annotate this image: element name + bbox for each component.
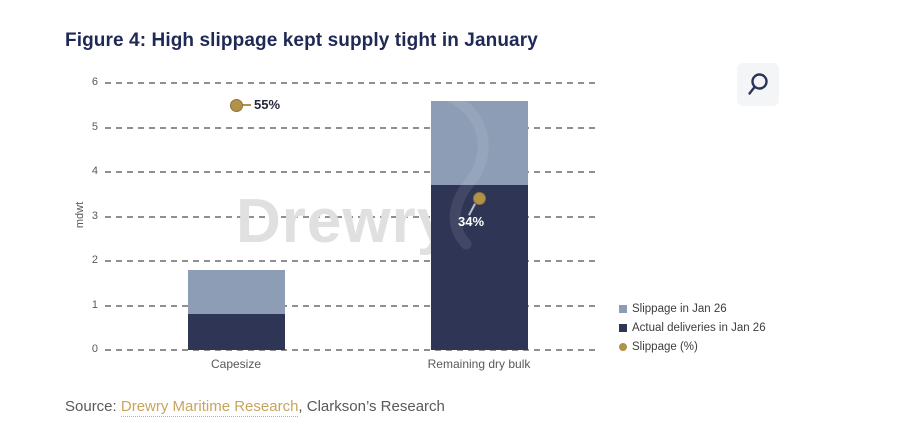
y-tick-label: 5 [91, 120, 98, 133]
drewry-watermark: Drewry [236, 187, 453, 256]
y-tick-label: 3 [91, 209, 98, 222]
x-category-label: Capesize [210, 357, 262, 371]
chart-legend: Slippage in Jan 26 Actual deliveries in J… [619, 303, 766, 360]
bar-segment-slippage [430, 100, 528, 186]
gridline [105, 260, 595, 262]
source-suffix: , Clarkson’s Research [298, 398, 445, 415]
legend-square-marker-icon [619, 324, 627, 332]
bar-segment-slippage [187, 269, 285, 315]
source-link-drewry[interactable]: Drewry Maritime Research [120, 398, 299, 417]
magnifier-icon [746, 72, 770, 98]
gridline [105, 171, 595, 173]
bar-segment-actual-deliveries [430, 185, 528, 350]
legend-item: Actual deliveries in Jan 26 [619, 322, 766, 334]
legend-item: Slippage in Jan 26 [619, 303, 766, 315]
legend-label: Actual deliveries in Jan 26 [632, 322, 766, 334]
legend-item: Slippage (%) [619, 341, 766, 353]
point-label: 55% [254, 97, 281, 113]
point-label: 34% [457, 213, 485, 229]
gridline [105, 126, 595, 129]
slippage-point [229, 98, 243, 112]
figure-title: Figure 4: High slippage kept supply tigh… [65, 30, 538, 51]
y-tick-label: 6 [91, 76, 98, 88]
legend-label: Slippage (%) [632, 341, 698, 353]
x-category-label: Remaining dry bulk [427, 357, 531, 371]
gridline [105, 215, 595, 218]
legend-square-marker-icon [619, 305, 627, 313]
gridline [105, 349, 595, 351]
source-prefix: Source: [65, 398, 121, 415]
bar-segment-actual-deliveries [187, 314, 285, 350]
gridline [105, 304, 595, 307]
source-line: Source: Drewry Maritime Research, Clarks… [65, 398, 445, 417]
y-tick-label: 1 [91, 298, 98, 311]
y-tick-label: 4 [91, 165, 98, 177]
gridline [105, 82, 595, 84]
y-tick-label: 2 [91, 254, 98, 266]
legend-label: Slippage in Jan 26 [632, 303, 727, 315]
slippage-point [472, 192, 486, 206]
zoom-button[interactable] [737, 63, 779, 106]
y-tick-label: 0 [91, 343, 98, 355]
legend-circle-marker-icon [619, 343, 627, 351]
point-connector [242, 104, 251, 107]
